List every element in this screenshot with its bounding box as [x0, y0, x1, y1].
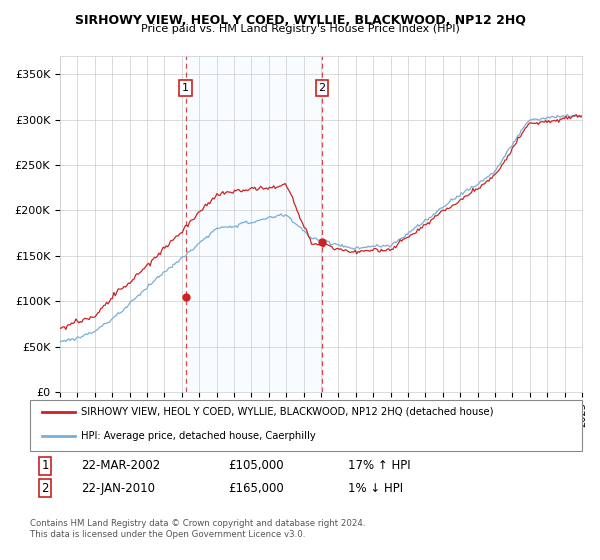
Text: £165,000: £165,000: [228, 482, 284, 495]
Text: 17% ↑ HPI: 17% ↑ HPI: [348, 459, 410, 473]
Text: 22-JAN-2010: 22-JAN-2010: [81, 482, 155, 495]
Text: SIRHOWY VIEW, HEOL Y COED, WYLLIE, BLACKWOOD, NP12 2HQ: SIRHOWY VIEW, HEOL Y COED, WYLLIE, BLACK…: [74, 14, 526, 27]
Text: Contains HM Land Registry data © Crown copyright and database right 2024.
This d: Contains HM Land Registry data © Crown c…: [30, 520, 365, 539]
Text: Price paid vs. HM Land Registry's House Price Index (HPI): Price paid vs. HM Land Registry's House …: [140, 24, 460, 34]
Text: HPI: Average price, detached house, Caerphilly: HPI: Average price, detached house, Caer…: [81, 431, 316, 441]
Text: 1% ↓ HPI: 1% ↓ HPI: [348, 482, 403, 495]
Text: 1: 1: [182, 83, 189, 93]
Text: £105,000: £105,000: [228, 459, 284, 473]
Text: SIRHOWY VIEW, HEOL Y COED, WYLLIE, BLACKWOOD, NP12 2HQ (detached house): SIRHOWY VIEW, HEOL Y COED, WYLLIE, BLACK…: [81, 407, 493, 417]
Text: 2: 2: [41, 482, 49, 495]
Bar: [185, 56, 322, 392]
Text: 1: 1: [41, 459, 49, 473]
Text: 2: 2: [319, 83, 325, 93]
Text: 22-MAR-2002: 22-MAR-2002: [81, 459, 160, 473]
